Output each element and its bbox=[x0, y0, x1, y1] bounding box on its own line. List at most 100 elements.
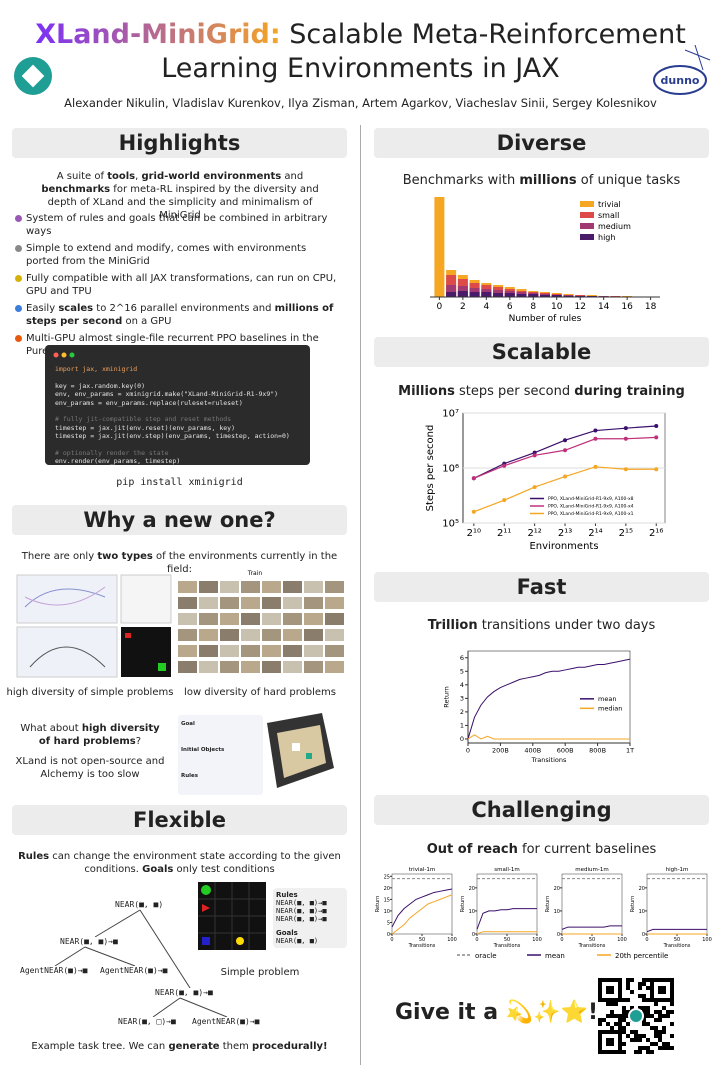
section-title: Scalable bbox=[374, 337, 709, 367]
x-tick-label: 0 bbox=[645, 937, 648, 943]
title-highlight: XLand-MiniGrid: bbox=[35, 19, 281, 50]
window-dots bbox=[53, 352, 75, 358]
y-tick-label: 10⁶ bbox=[442, 463, 459, 474]
intro: There are only two types of the environm… bbox=[12, 550, 347, 576]
point bbox=[623, 467, 628, 472]
y-tick-label: 0 bbox=[642, 932, 645, 938]
x-tick-label: 100 bbox=[617, 937, 627, 943]
tree-node: AgentNEAR(■)→■ bbox=[100, 966, 168, 975]
qr-cell bbox=[658, 1018, 662, 1022]
tree-edge bbox=[179, 997, 228, 1018]
qr-cell bbox=[650, 1042, 654, 1046]
caption: high diversity of simple problems bbox=[6, 687, 174, 698]
qr-cell bbox=[626, 1022, 630, 1026]
y-tick-label: 10⁵ bbox=[442, 518, 459, 529]
problem-label: Simple problem bbox=[220, 967, 300, 978]
text-run: on a GPU bbox=[122, 316, 172, 327]
thumbnail bbox=[262, 645, 281, 657]
text-run: A suite of bbox=[56, 171, 108, 182]
thumbnail bbox=[199, 613, 218, 625]
qr-cell bbox=[642, 1018, 646, 1022]
note: XLand is not open-source and Alchemy is … bbox=[15, 756, 165, 780]
point bbox=[654, 424, 659, 429]
bullet-list: System of rules and goals that can be co… bbox=[15, 212, 340, 362]
section-title: Diverse bbox=[374, 128, 709, 158]
y-tick-label: 4 bbox=[460, 681, 464, 689]
thumbnail bbox=[241, 597, 260, 609]
text-run: procedurally! bbox=[252, 1041, 328, 1052]
y-tick-label: 5 bbox=[387, 920, 390, 926]
bullet: Easily scales to 2^16 parallel environme… bbox=[15, 302, 340, 328]
qr-cell bbox=[642, 1010, 646, 1014]
panel-title: trivial-1m bbox=[409, 867, 435, 873]
bar bbox=[434, 197, 445, 297]
qr-cell bbox=[666, 1042, 670, 1046]
qr-cell bbox=[626, 978, 630, 982]
bar bbox=[457, 291, 468, 297]
title: XLand-MiniGrid: Scalable Meta-Reinforcem… bbox=[0, 18, 721, 86]
code-line: env.render(env_params, timestep) bbox=[55, 457, 181, 465]
section-title: Challenging bbox=[374, 795, 709, 825]
qr-code[interactable] bbox=[598, 978, 674, 1054]
bullet-icon bbox=[15, 275, 22, 282]
qr-cell bbox=[646, 1050, 650, 1054]
subtitle: Millions steps per second during trainin… bbox=[374, 384, 709, 399]
qr-cell bbox=[634, 1038, 638, 1042]
text-run: grid-world environments bbox=[141, 171, 282, 182]
y-tick-label: 20 bbox=[639, 886, 645, 892]
qr-finder bbox=[658, 986, 666, 994]
qr-cell bbox=[618, 1022, 622, 1026]
text-run: transitions under two days bbox=[477, 618, 656, 633]
qr-cell bbox=[614, 1022, 618, 1026]
legend-label: PPO, XLand-MiniGrid-R1-9x9, A100-x8 bbox=[548, 496, 634, 502]
x-tick-label: 2¹⁵ bbox=[619, 528, 633, 539]
text-run: during training bbox=[574, 384, 685, 399]
tree-node: AgentNEAR(■)→■ bbox=[192, 1017, 260, 1026]
cta-emoji: 💫✨⭐! bbox=[505, 1000, 598, 1025]
qr-cell bbox=[666, 1046, 670, 1050]
chart: 0 200B 400B 600B 800B 1T 0 1 2 3 4 5 6 Transitions Ret… bbox=[443, 650, 634, 764]
tree-node: AgentNEAR(■)→■ bbox=[20, 966, 88, 975]
qr-cell bbox=[630, 1006, 634, 1010]
y-axis-label: Return bbox=[630, 896, 636, 913]
x-tick-label: 2¹² bbox=[527, 528, 541, 539]
thumbnail bbox=[304, 629, 323, 641]
thumbnail bbox=[304, 597, 323, 609]
qr-cell bbox=[654, 1002, 658, 1006]
legend-label: medium bbox=[598, 222, 631, 231]
thumbnail bbox=[325, 661, 344, 673]
call-to-action: Give it a 💫✨⭐! bbox=[395, 1000, 598, 1025]
point bbox=[502, 463, 507, 468]
y-tick-label: 0 bbox=[472, 932, 475, 938]
y-tick-label: 10 bbox=[384, 909, 390, 915]
bar bbox=[504, 293, 515, 297]
chart: trivial-1m0 50 1000510152025TransitionsRet… bbox=[375, 867, 712, 960]
y-tick-label: 10⁷ bbox=[442, 408, 459, 419]
bullet: Fully compatible with all JAX transforma… bbox=[15, 272, 340, 298]
x-tick-label: 2¹⁰ bbox=[467, 528, 481, 539]
x-tick-label: 0 bbox=[390, 937, 393, 943]
qr-cell bbox=[634, 1050, 638, 1054]
qr-cell bbox=[662, 1046, 666, 1050]
qr-cell bbox=[662, 1026, 666, 1030]
text-run: of unique tasks bbox=[576, 173, 681, 188]
section-title: Highlights bbox=[12, 128, 347, 158]
qr-cell bbox=[634, 1034, 638, 1038]
qr-cell bbox=[642, 998, 646, 1002]
qr-cell bbox=[606, 1002, 610, 1006]
text-run: for current baselines bbox=[517, 842, 657, 857]
qr-cell bbox=[638, 1046, 642, 1050]
x-tick-label: 0 bbox=[437, 302, 443, 312]
simple-problem-grid bbox=[198, 882, 266, 950]
qr-cell bbox=[654, 1042, 658, 1046]
x-tick-label: 1T bbox=[626, 747, 634, 755]
point bbox=[471, 509, 476, 514]
y-tick-label: 10 bbox=[554, 909, 560, 915]
thumbnail bbox=[178, 645, 197, 657]
subtitle: Benchmarks with millions of unique tasks bbox=[374, 173, 709, 188]
thumbnail bbox=[241, 645, 260, 657]
point bbox=[532, 453, 537, 458]
code-line: import jax, xminigrid bbox=[55, 365, 138, 373]
qr-cell bbox=[646, 1014, 650, 1018]
x-tick-label: 10 bbox=[551, 302, 563, 312]
